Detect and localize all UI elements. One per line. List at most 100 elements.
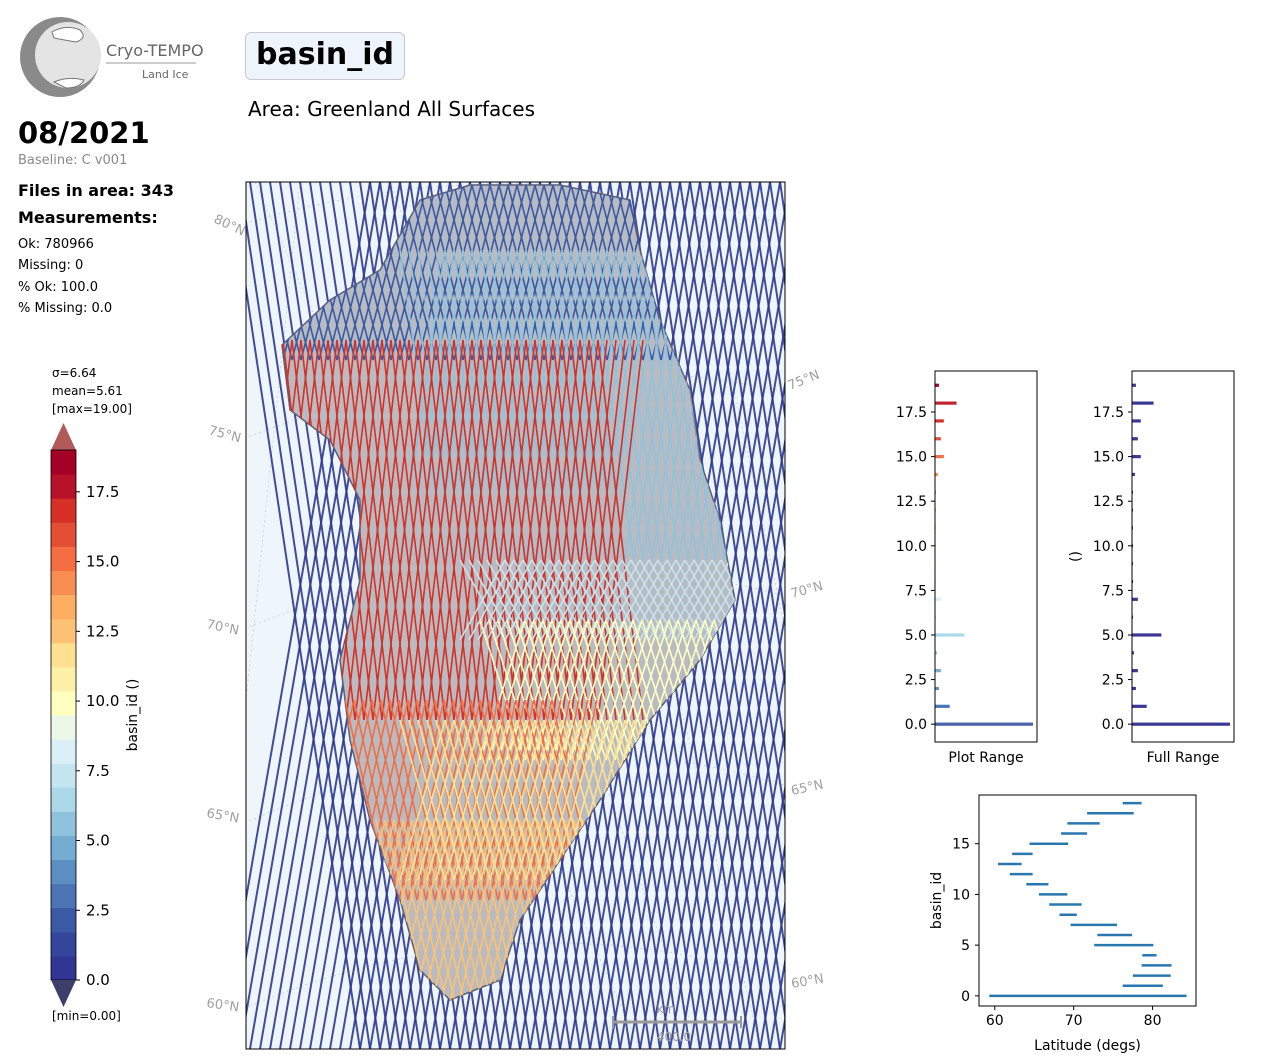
- histogram-tick-label: 10.0: [1093, 539, 1124, 555]
- histogram-tick-label: 15.0: [896, 450, 927, 466]
- satellite-track: [769, 182, 785, 289]
- colorbar-tick-label: 15.0: [86, 553, 119, 571]
- histogram-bar: [935, 669, 941, 673]
- colorbar-segment: [51, 739, 76, 764]
- cryo-tempo-logo: Cryo-TEMPO Land Ice: [18, 16, 208, 100]
- lat-label: 75°N: [207, 423, 243, 446]
- histogram-bar: [935, 472, 938, 477]
- colorbar-tick-label: 0.0: [86, 971, 110, 989]
- histogram-ylabel: (): [1068, 551, 1084, 562]
- lat-label: 65°N: [205, 806, 240, 826]
- colorbar-sigma: σ=6.64: [52, 366, 97, 380]
- histogram-bar: [935, 419, 944, 423]
- colorbar-segment: [51, 811, 76, 836]
- colorbar-segment: [51, 763, 76, 788]
- colorbar-segment: [51, 715, 76, 740]
- range-x-tick-label: 60: [986, 1013, 1004, 1029]
- colorbar-segment: [51, 787, 76, 812]
- histogram-bar: [1132, 383, 1136, 387]
- colorbar-segment: [51, 666, 76, 692]
- baseline-label: Baseline: C v001: [18, 153, 128, 168]
- variable-title: basin_id: [245, 32, 405, 80]
- satellite-track: [749, 182, 785, 423]
- satellite-track: [739, 182, 785, 489]
- colorbar-tick-label: 17.5: [86, 483, 119, 501]
- lat-label: 60°N: [790, 971, 825, 991]
- map-frame: [245, 181, 786, 1050]
- colorbar-tick-label: 7.5: [86, 762, 110, 780]
- scale-unit: km: [657, 1002, 676, 1016]
- histogram-bar: [1132, 722, 1230, 726]
- histogram-bar: [935, 597, 941, 601]
- colorbar-segment: [51, 594, 76, 620]
- colorbar-segment: [51, 474, 76, 499]
- histogram-bar: [935, 633, 965, 637]
- lat-label: 80°N: [211, 212, 247, 239]
- colorbar-min: [min=0.00]: [52, 1009, 121, 1023]
- measurements-header: Measurements:: [18, 208, 158, 227]
- histogram-bar: [1132, 437, 1138, 441]
- histogram-bar: [935, 686, 939, 691]
- lat-label: 65°N: [790, 777, 825, 798]
- colorbar-tick-label: 5.0: [86, 832, 110, 850]
- histogram-bar: [935, 383, 939, 387]
- histogram-tick-label: 10.0: [896, 539, 927, 555]
- stat-missing: Missing: 0: [18, 258, 84, 273]
- basin-zone: [399, 249, 735, 561]
- histogram-bar: [1132, 419, 1141, 423]
- range-y-tick-label: 5: [961, 938, 970, 954]
- stat-percent-missing: % Missing: 0.0: [18, 301, 113, 316]
- lat-labels-left: 80°N 75°N 70°N 65°N 60°N: [205, 212, 247, 1015]
- histogram-tick-label: 5.0: [905, 628, 927, 644]
- colorbar-segment: [51, 618, 76, 644]
- satellite-track: [800, 182, 950, 1049]
- colorbar-segment: [51, 883, 76, 909]
- histogram-bar: [935, 722, 1033, 726]
- histogram-bar: [1132, 455, 1141, 459]
- histogram-tick-label: 12.5: [896, 494, 927, 510]
- greenland-map: km 400.0 80°N 75°N 70°N 65°N 60°N 75°N 7…: [205, 181, 950, 1050]
- stat-ok: Ok: 780966: [18, 237, 94, 252]
- colorbar-segment: [51, 859, 76, 885]
- satellite-track: [729, 182, 785, 556]
- histogram-tick-label: 17.5: [896, 405, 927, 421]
- histogram-bar: [1132, 633, 1162, 637]
- area-label: Area: Greenland All Surfaces: [248, 97, 535, 121]
- colorbar-segment: [51, 522, 76, 547]
- colorbar-segment: [51, 642, 76, 668]
- satellite-track: [739, 783, 785, 1049]
- colorbar-extend-low: [51, 980, 76, 1007]
- histogram-tick-label: 0.0: [1102, 717, 1124, 733]
- satellite-track: [719, 667, 785, 1049]
- histogram-tick-label: 12.5: [1093, 494, 1124, 510]
- map-scale-bar: km 400.0: [612, 1002, 742, 1044]
- colorbar-segment: [51, 931, 76, 957]
- colorbar-mean: mean=5.61: [52, 384, 123, 398]
- range-xlabel: Latitude (degs): [1034, 1038, 1141, 1054]
- satellite-track: [719, 182, 785, 623]
- satellite-track: [759, 182, 785, 356]
- latitude-range-chart: 60 70 80 0 5 10 15 Latitude (degs) basin_id: [929, 794, 1197, 1054]
- range-y-tick-label: 0: [961, 989, 970, 1005]
- histogram-bar: [1132, 686, 1136, 691]
- histogram-bar: [1132, 651, 1134, 655]
- colorbar-segment: [51, 955, 76, 981]
- histogram-xlabel: Plot Range: [948, 750, 1023, 766]
- histogram-bar: [935, 651, 937, 655]
- colorbar-label: basin_id (): [125, 679, 141, 752]
- files-count: Files in area: 343: [18, 181, 174, 200]
- histogram-tick-label: 15.0: [1093, 450, 1124, 466]
- satellite-track: [810, 182, 940, 1049]
- histogram-tick-label: 17.5: [1093, 405, 1124, 421]
- lat-label: 70°N: [205, 617, 240, 638]
- satellite-track: [679, 436, 785, 1049]
- histogram-bar: [1132, 401, 1154, 405]
- logo-subtitle: Land Ice: [142, 68, 189, 81]
- range-ylabel: basin_id: [929, 872, 945, 929]
- histogram-bar: [935, 704, 950, 708]
- colorbar: 0.0 2.5 5.0 7.5 10.0 12.5 15.0 17.5 basin_id (): [50, 423, 141, 1007]
- colorbar-segment: [51, 570, 76, 596]
- histogram-tick-label: 0.0: [905, 717, 927, 733]
- range-y-tick-label: 15: [952, 837, 970, 853]
